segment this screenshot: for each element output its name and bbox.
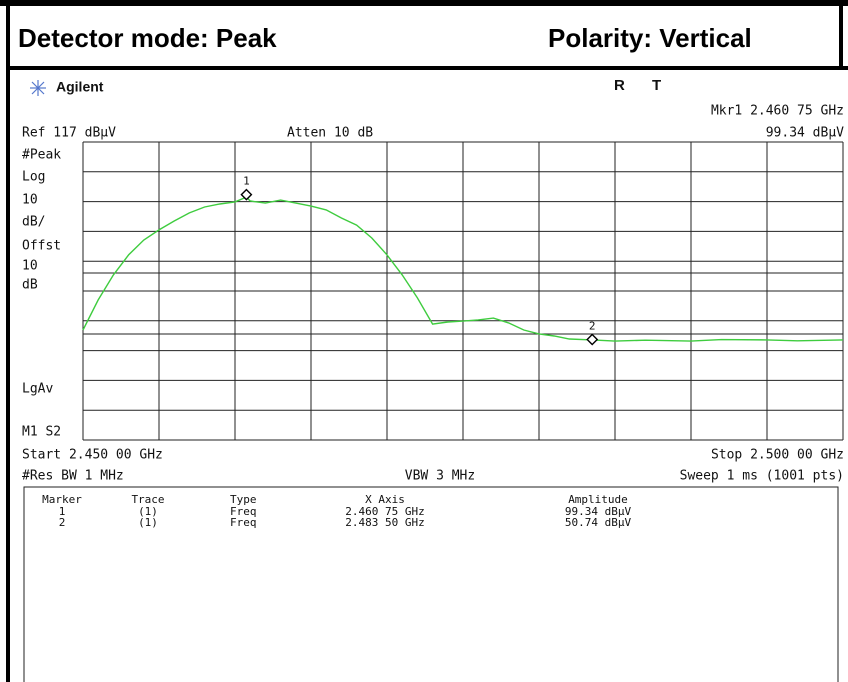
- detector-mode: Detector mode: Peak: [18, 23, 277, 53]
- table-cell: 99.34 dBμV: [565, 505, 632, 518]
- vbw: VBW 3 MHz: [405, 469, 475, 484]
- start-freq: Start 2.450 00 GHz: [22, 448, 163, 463]
- table-header: Trace: [131, 493, 164, 506]
- table-header: Marker: [42, 493, 82, 506]
- header-divider: [6, 66, 848, 70]
- atten: Atten 10 dB: [287, 126, 373, 141]
- left-label: dB/: [22, 215, 45, 230]
- stop-freq: Stop 2.500 00 GHz: [711, 448, 844, 463]
- left-border: [6, 0, 10, 682]
- left-label: dB: [22, 278, 38, 293]
- left-label: 10: [22, 259, 38, 274]
- agilent-logo: [30, 80, 46, 96]
- sweep: Sweep 1 ms (1001 pts): [680, 469, 844, 484]
- marker-label: 2: [589, 319, 596, 332]
- table-cell: 1: [59, 505, 66, 518]
- marker-table-frame: [23, 486, 839, 682]
- table-cell: Freq: [230, 516, 257, 529]
- marker-freq: Mkr1 2.460 75 GHz: [711, 104, 844, 119]
- table-header: Type: [230, 493, 257, 506]
- table-cell: (1): [138, 505, 158, 518]
- marker: [586, 333, 599, 346]
- table-cell: 2: [59, 516, 66, 529]
- left-label: #Peak: [22, 148, 61, 163]
- left-label: 10: [22, 193, 38, 208]
- left-label: LgAv: [22, 382, 53, 397]
- brand: Agilent: [56, 79, 104, 95]
- left-label: Offst: [22, 239, 61, 254]
- table-cell: (1): [138, 516, 158, 529]
- left-label: Log: [22, 170, 45, 185]
- table-header: Amplitude: [568, 493, 628, 506]
- table-cell: 2.483 50 GHz: [345, 516, 424, 529]
- left-label: M1 S2: [22, 425, 61, 440]
- status-r: R: [614, 77, 625, 94]
- polarity: Polarity: Vertical: [548, 23, 752, 53]
- status-t: T: [652, 77, 661, 94]
- right-border: [839, 0, 843, 70]
- ref-level: Ref 117 dBμV: [22, 126, 116, 141]
- table-cell: 50.74 dBμV: [565, 516, 632, 529]
- table-header: X Axis: [365, 493, 405, 506]
- table-cell: Freq: [230, 505, 257, 518]
- res-bw: #Res BW 1 MHz: [22, 469, 124, 484]
- marker: [240, 188, 253, 201]
- marker-label: 1: [243, 175, 250, 188]
- top-border: [0, 0, 848, 6]
- marker-amp: 99.34 dBμV: [766, 126, 844, 141]
- table-cell: 2.460 75 GHz: [345, 505, 424, 518]
